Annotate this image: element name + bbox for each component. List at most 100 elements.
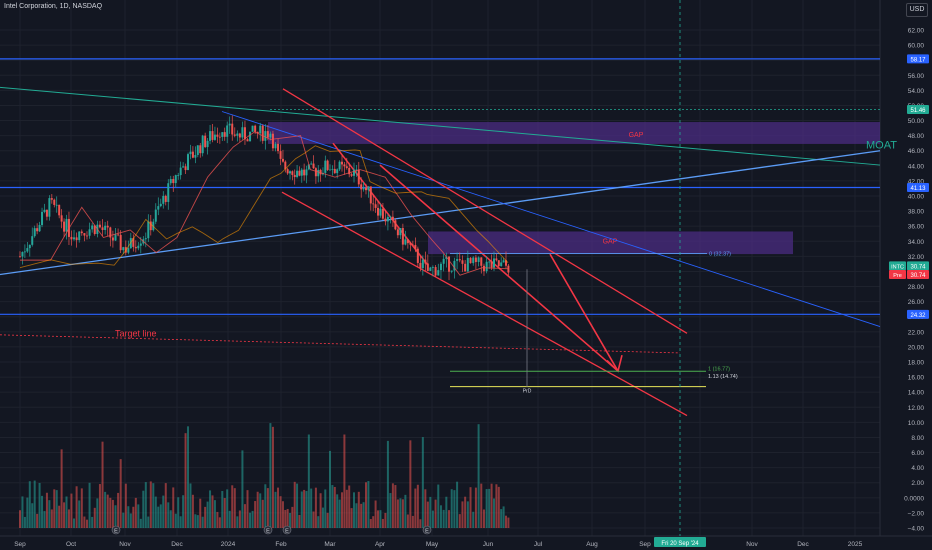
volume-bar bbox=[271, 426, 274, 528]
chart-title: Intel Corporation, 1D, NASDAQ bbox=[4, 3, 103, 10]
candle bbox=[298, 170, 301, 176]
volume-bar bbox=[223, 498, 226, 528]
volume-bar bbox=[254, 501, 257, 528]
volume-bar bbox=[411, 515, 414, 528]
candle bbox=[147, 221, 150, 239]
x-tick-label: Sep bbox=[14, 541, 26, 548]
candle bbox=[43, 209, 46, 212]
volume-bar bbox=[96, 498, 99, 528]
volume-bar bbox=[429, 496, 432, 528]
price-badge-prefix bbox=[889, 261, 906, 271]
candle bbox=[137, 245, 140, 249]
volume-bar bbox=[127, 506, 130, 528]
y-tick-label: 54.00 bbox=[908, 88, 925, 95]
candle bbox=[50, 198, 53, 200]
y-tick-label: 32.00 bbox=[908, 254, 925, 261]
crosshair-date-label: Fri 20 Sep '24 bbox=[661, 541, 699, 547]
y-tick-label: 16.00 bbox=[908, 375, 925, 382]
candle bbox=[91, 225, 94, 230]
volume-bar bbox=[179, 516, 182, 528]
candle bbox=[488, 261, 491, 263]
volume-bar bbox=[466, 501, 469, 528]
volume-bar bbox=[394, 485, 397, 528]
volume-bar bbox=[303, 489, 306, 528]
candle bbox=[264, 131, 267, 141]
volume-bar bbox=[129, 513, 132, 528]
volume-bar bbox=[406, 514, 409, 528]
price-badge-label: 51.46 bbox=[910, 108, 926, 114]
x-tick-label: Nov bbox=[746, 541, 758, 548]
volume-bar bbox=[187, 426, 190, 528]
price-badge-label: 30.74 bbox=[910, 273, 926, 279]
candle bbox=[211, 131, 214, 140]
candle bbox=[404, 239, 407, 245]
candle bbox=[416, 248, 419, 263]
candle bbox=[223, 132, 226, 137]
volume-bar bbox=[365, 482, 367, 528]
volume-bar bbox=[450, 489, 453, 528]
candle bbox=[329, 169, 331, 171]
volume-bar bbox=[300, 491, 303, 528]
volume-bar bbox=[26, 497, 29, 528]
volume-bar bbox=[391, 483, 394, 528]
candle bbox=[122, 247, 125, 251]
candle bbox=[167, 183, 170, 202]
volume-bar bbox=[134, 497, 137, 528]
volume-bar bbox=[251, 510, 254, 528]
volume-bar bbox=[305, 490, 308, 528]
volume-bar bbox=[384, 512, 387, 528]
earnings-marker-label: E bbox=[114, 529, 118, 535]
candle bbox=[338, 161, 341, 170]
candle bbox=[426, 263, 429, 271]
volume-bar bbox=[353, 492, 355, 528]
candle bbox=[218, 136, 221, 138]
candle bbox=[83, 233, 86, 236]
candle bbox=[414, 244, 417, 249]
volume-bar bbox=[439, 505, 442, 528]
candle bbox=[357, 169, 360, 185]
fib-label: 1 (16.77) bbox=[708, 366, 730, 372]
candle bbox=[174, 175, 177, 184]
candle bbox=[60, 215, 63, 222]
volume-bar bbox=[65, 496, 68, 528]
candle bbox=[184, 166, 187, 171]
candle bbox=[377, 207, 379, 216]
x-tick-label: Nov bbox=[119, 541, 131, 548]
candle bbox=[350, 174, 353, 176]
candle bbox=[372, 203, 375, 205]
earnings-marker-label: E bbox=[425, 529, 429, 535]
candle bbox=[93, 225, 96, 235]
currency-button[interactable]: USD bbox=[906, 3, 928, 17]
y-tick-label: 4.00 bbox=[911, 465, 924, 472]
candle bbox=[55, 204, 58, 206]
volume-bar bbox=[191, 494, 194, 528]
volume-bar bbox=[488, 488, 491, 528]
candle bbox=[431, 267, 434, 268]
volume-bar bbox=[321, 507, 324, 528]
candle bbox=[448, 256, 451, 272]
candle bbox=[362, 187, 365, 190]
volume-bar bbox=[493, 498, 495, 528]
candle bbox=[293, 174, 296, 178]
candle bbox=[384, 218, 387, 222]
candle bbox=[345, 166, 348, 168]
arrow-path bbox=[549, 253, 619, 372]
volume-bar bbox=[507, 517, 510, 528]
candle bbox=[251, 125, 254, 132]
volume-bar bbox=[167, 502, 170, 528]
candle bbox=[45, 209, 48, 217]
volume-bar bbox=[310, 488, 313, 528]
volume-bar bbox=[277, 487, 280, 528]
volume-bar bbox=[326, 512, 329, 528]
candle bbox=[319, 169, 322, 175]
volume-bar bbox=[362, 502, 365, 528]
volume-bar bbox=[204, 506, 207, 528]
volume-bar bbox=[206, 501, 209, 528]
candle bbox=[469, 257, 472, 264]
candle bbox=[386, 216, 389, 222]
volume-bar bbox=[21, 496, 24, 528]
candle bbox=[75, 237, 78, 241]
candle bbox=[269, 133, 272, 138]
volume-bar bbox=[83, 516, 86, 528]
